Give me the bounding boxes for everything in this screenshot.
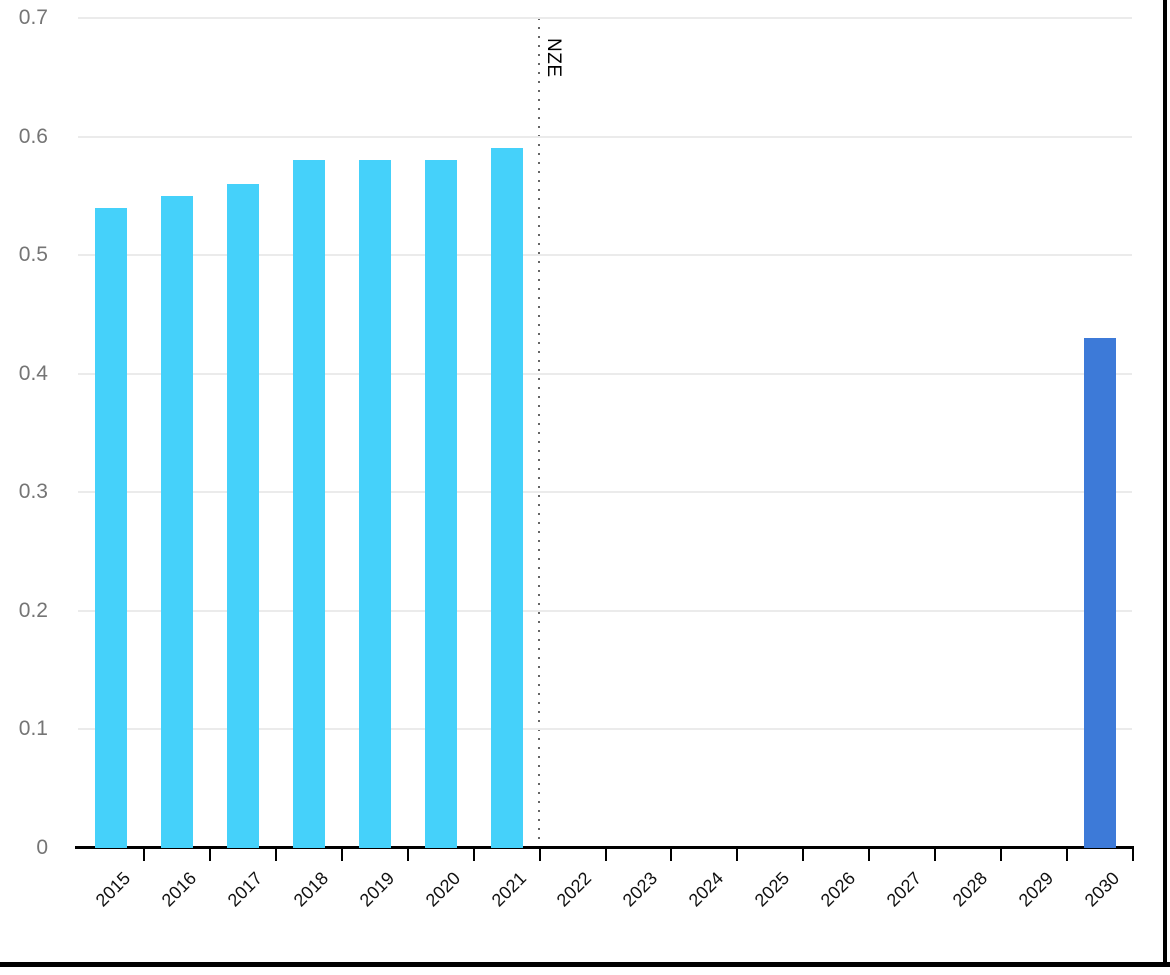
bar-2020	[424, 160, 457, 848]
y-axis-tick-label-0.4: 0.4	[18, 361, 48, 385]
gridline-0.3	[78, 491, 1132, 494]
x-axis-tick	[1132, 849, 1134, 861]
bar-2015	[94, 207, 127, 848]
x-axis-tick	[538, 849, 541, 861]
gridline-0.4	[78, 372, 1132, 375]
nze-annotation-label: NZE	[543, 38, 564, 78]
bottom-border-line	[0, 962, 1170, 967]
x-axis-label-2029: 2029	[1014, 868, 1058, 911]
right-border-line	[1163, 0, 1167, 962]
y-axis-tick-label-0: 0	[36, 836, 48, 859]
x-axis-line	[75, 846, 1134, 849]
x-axis-label-2015: 2015	[91, 868, 135, 911]
y-axis-tick-label-0.6: 0.6	[18, 124, 48, 148]
x-axis-label-2024: 2024	[685, 868, 728, 911]
y-axis-tick-label-0.2: 0.2	[18, 598, 48, 622]
x-axis-label-2017: 2017	[223, 868, 266, 911]
x-axis-label-2021: 2021	[487, 868, 530, 911]
nze-annotation-line	[538, 18, 540, 848]
y-axis-tick-label-0.3: 0.3	[18, 480, 48, 504]
x-axis-tick	[472, 849, 475, 861]
gridline-0.6	[78, 135, 1132, 138]
gridline-0.2	[78, 609, 1132, 612]
x-axis-tick	[736, 849, 739, 861]
x-axis-label-2026: 2026	[816, 868, 860, 911]
x-axis-label-2018: 2018	[289, 868, 332, 911]
bar-2021	[490, 148, 523, 848]
x-axis-label-2022: 2022	[553, 868, 596, 911]
x-axis-tick	[802, 849, 805, 861]
x-axis-label-2023: 2023	[619, 868, 662, 911]
bar-2016	[160, 195, 193, 848]
bar-2018	[292, 160, 325, 848]
gridline-0.7	[78, 17, 1132, 19]
x-axis-label-2030: 2030	[1080, 868, 1124, 911]
y-axis-tick-label-0.7: 0.7	[18, 6, 48, 29]
x-axis-label-2028: 2028	[948, 868, 992, 911]
bar-2030	[1084, 338, 1117, 848]
bar-2019	[358, 160, 391, 848]
x-axis-tick	[1066, 849, 1069, 861]
x-axis-tick	[868, 849, 871, 861]
x-axis-label-2019: 2019	[355, 868, 398, 911]
x-axis-label-2020: 2020	[421, 868, 464, 911]
x-axis-tick	[142, 849, 145, 861]
y-axis-tick-label-0.5: 0.5	[18, 243, 48, 267]
x-axis-tick	[604, 849, 607, 861]
x-axis-tick	[934, 849, 937, 861]
x-axis-label-2016: 2016	[157, 868, 201, 911]
x-axis-tick	[670, 849, 673, 861]
x-axis-tick	[1000, 849, 1003, 861]
x-axis-tick	[406, 849, 409, 861]
gridline-0.5	[78, 254, 1132, 257]
x-axis-tick	[274, 849, 277, 861]
bar-2017	[226, 184, 259, 848]
y-axis-tick-label-0.1: 0.1	[18, 717, 48, 741]
x-axis-label-2027: 2027	[882, 868, 926, 911]
x-axis-tick	[340, 849, 343, 861]
x-axis-tick	[208, 849, 211, 861]
x-axis-label-2025: 2025	[750, 868, 794, 911]
gridline-0.1	[78, 728, 1132, 731]
